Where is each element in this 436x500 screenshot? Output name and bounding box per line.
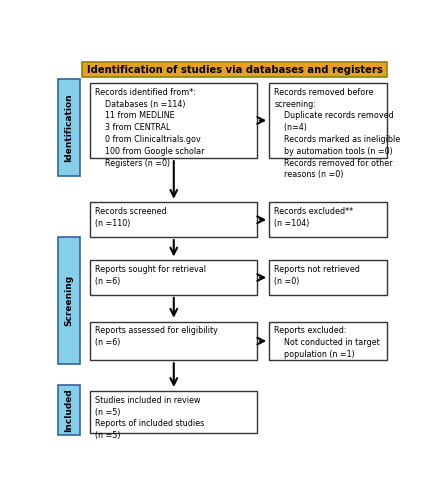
FancyBboxPatch shape bbox=[90, 322, 257, 360]
Text: Records removed before
screening:
    Duplicate records removed
    (n=4)
    Re: Records removed before screening: Duplic… bbox=[274, 88, 400, 180]
FancyBboxPatch shape bbox=[90, 83, 257, 158]
Text: Reports excluded:
    Not conducted in target
    population (n =1): Reports excluded: Not conducted in targe… bbox=[274, 326, 380, 359]
Text: Identification of studies via databases and registers: Identification of studies via databases … bbox=[87, 64, 383, 74]
FancyBboxPatch shape bbox=[90, 391, 257, 434]
FancyBboxPatch shape bbox=[82, 62, 387, 77]
FancyBboxPatch shape bbox=[269, 202, 387, 237]
Text: Screening: Screening bbox=[65, 275, 73, 326]
FancyBboxPatch shape bbox=[58, 237, 80, 364]
FancyBboxPatch shape bbox=[269, 260, 387, 295]
FancyBboxPatch shape bbox=[90, 202, 257, 237]
Text: Records identified from*:
    Databases (n =114)
    11 from MEDLINE
    3 from : Records identified from*: Databases (n =… bbox=[95, 88, 204, 168]
Text: Reports assessed for eligibility
(n =6): Reports assessed for eligibility (n =6) bbox=[95, 326, 218, 347]
Text: Included: Included bbox=[65, 388, 73, 432]
Text: Records excluded**
(n =104): Records excluded** (n =104) bbox=[274, 207, 353, 228]
FancyBboxPatch shape bbox=[269, 83, 387, 158]
Text: Identification: Identification bbox=[65, 93, 73, 162]
FancyBboxPatch shape bbox=[58, 79, 80, 176]
Text: Records screened
(n =110): Records screened (n =110) bbox=[95, 207, 167, 228]
FancyBboxPatch shape bbox=[269, 322, 387, 360]
Text: Reports not retrieved
(n =0): Reports not retrieved (n =0) bbox=[274, 265, 360, 285]
FancyBboxPatch shape bbox=[58, 386, 80, 436]
Text: Studies included in review
(n =5)
Reports of included studies
(n =5): Studies included in review (n =5) Report… bbox=[95, 396, 204, 440]
FancyBboxPatch shape bbox=[90, 260, 257, 295]
Text: Reports sought for retrieval
(n =6): Reports sought for retrieval (n =6) bbox=[95, 265, 206, 285]
